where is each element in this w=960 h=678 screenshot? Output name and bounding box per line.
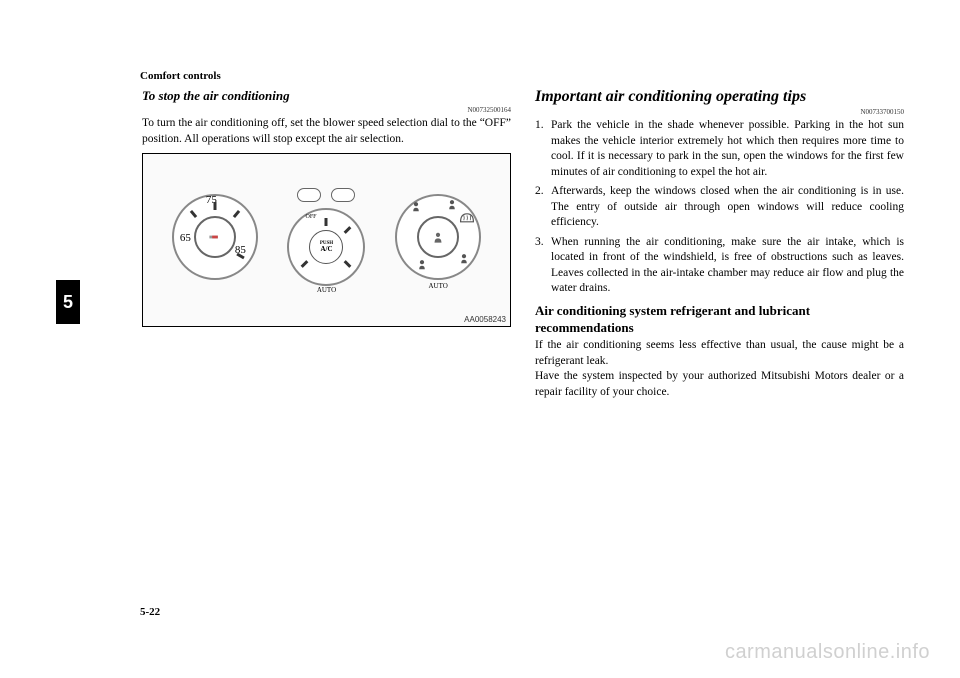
list-marker: 2.: [535, 184, 551, 231]
foot-mode-icon: [415, 258, 429, 272]
list-item: 2. Afterwards, keep the windows closed w…: [535, 184, 904, 231]
center-stack: OFF PUSH A/C AUTO: [287, 188, 365, 286]
recirculation-icons: [297, 188, 355, 202]
blower-dial: OFF PUSH A/C AUTO: [287, 208, 365, 286]
auto-label: AUTO: [317, 286, 336, 294]
foot-defrost-mode-icon: [457, 252, 471, 266]
watermark: carmanualsonline.info: [725, 641, 930, 664]
manual-page: Comfort controls 5 To stop the air condi…: [0, 0, 960, 678]
right-docnum: N00733700150: [535, 108, 904, 116]
right-main-heading: Important air conditioning operating tip…: [535, 88, 904, 106]
temperature-dial: 65 75 85: [172, 194, 258, 280]
left-body: To turn the air conditioning off, set th…: [142, 116, 511, 147]
face-foot-mode-icon: [445, 198, 459, 212]
hvac-figure: 65 75 85: [142, 153, 511, 327]
face-mode-icon: [409, 200, 423, 214]
tick: [213, 202, 216, 210]
mode-auto-label: AUTO: [428, 282, 447, 290]
off-label: OFF: [305, 214, 316, 220]
list-marker: 3.: [535, 235, 551, 297]
left-docnum: N00732500164: [142, 106, 511, 114]
list-item: 3. When running the air conditioning, ma…: [535, 235, 904, 297]
refrigerant-heading: Air conditioning system refrigerant and …: [535, 303, 904, 337]
figure-caption: AA0058243: [464, 315, 506, 324]
content-columns: To stop the air conditioning N0073250016…: [140, 88, 904, 407]
section-tab: 5: [56, 280, 80, 324]
recirculate-icon: [297, 188, 321, 202]
left-subheading: To stop the air conditioning: [142, 88, 511, 104]
page-number: 5-22: [140, 606, 160, 618]
ac-button: PUSH A/C: [309, 230, 343, 264]
figure-inner: 65 75 85: [143, 154, 510, 326]
temp-icon: [208, 230, 222, 244]
fresh-air-icon: [331, 188, 355, 202]
list-text: Park the vehicle in the shade whenever p…: [551, 118, 904, 180]
refrigerant-body2: Have the system inspected by your author…: [535, 369, 904, 400]
tick: [233, 210, 240, 218]
tick: [344, 226, 352, 234]
tick: [344, 260, 352, 268]
list-marker: 1.: [535, 118, 551, 180]
mode-dial-knob: [417, 216, 459, 258]
person-icon: [431, 230, 445, 244]
temp-65-label: 65: [180, 232, 191, 244]
ac-label: A/C: [320, 246, 332, 253]
page-header: Comfort controls: [140, 70, 221, 82]
tick: [190, 210, 197, 218]
tick: [301, 260, 309, 268]
right-column: Important air conditioning operating tip…: [535, 88, 904, 407]
mode-dial-outer: AUTO: [395, 194, 481, 280]
list-text: When running the air conditioning, make …: [551, 235, 904, 297]
list-text: Afterwards, keep the windows closed when…: [551, 184, 904, 231]
tick: [325, 218, 328, 226]
refrigerant-body1: If the air conditioning seems less effec…: [535, 338, 904, 369]
defrost-mode-icon: [459, 210, 475, 224]
mode-dial: AUTO: [395, 194, 481, 280]
list-item: 1. Park the vehicle in the shade wheneve…: [535, 118, 904, 180]
numbered-list: 1. Park the vehicle in the shade wheneve…: [535, 118, 904, 297]
temp-dial-knob: [194, 216, 236, 258]
left-column: To stop the air conditioning N0073250016…: [140, 88, 511, 407]
temp-dial-outer: 65 75 85: [172, 194, 258, 280]
